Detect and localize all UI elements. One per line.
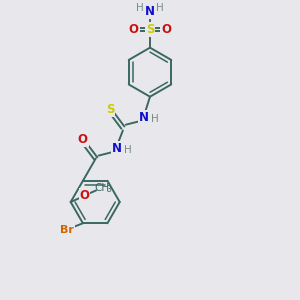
- Text: O: O: [80, 189, 89, 202]
- Text: H: H: [136, 2, 144, 13]
- Text: S: S: [106, 103, 114, 116]
- Text: N: N: [112, 142, 122, 155]
- Text: CH: CH: [94, 183, 110, 193]
- Text: H: H: [151, 114, 158, 124]
- Text: O: O: [129, 23, 139, 36]
- Text: S: S: [146, 23, 154, 36]
- Text: O: O: [78, 134, 88, 146]
- Text: H: H: [124, 145, 131, 155]
- Text: 3: 3: [107, 185, 112, 194]
- Text: H: H: [156, 2, 164, 13]
- Text: N: N: [139, 111, 149, 124]
- Text: O: O: [161, 23, 171, 36]
- Text: Br: Br: [60, 225, 74, 235]
- Text: N: N: [145, 5, 155, 18]
